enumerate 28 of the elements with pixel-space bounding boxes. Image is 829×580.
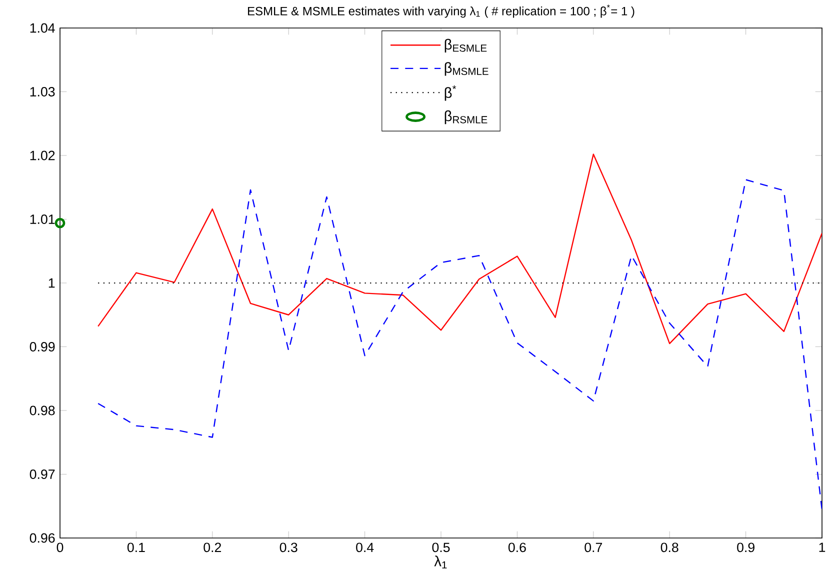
line-series (98, 179, 822, 511)
legend-label: β$_{MSMLE}$ (444, 62, 488, 76)
x-tick-label: 1 (819, 542, 826, 552)
x-tick-label: 0.1 (127, 542, 145, 552)
x-axis-title: λ$_{1}$ (434, 556, 447, 568)
y-tick-label: 1.01 (30, 214, 55, 224)
x-tick-label: 0.5 (432, 542, 450, 552)
y-tick-label: 1.02 (30, 150, 55, 160)
line-series (98, 154, 822, 344)
x-tick-label: 0.9 (737, 542, 754, 552)
x-tick-label: 0.3 (280, 542, 298, 552)
y-tick-label: 0.96 (30, 533, 55, 543)
y-tick-label: 0.97 (30, 470, 55, 479)
y-tick-label: 1.03 (30, 87, 55, 96)
legend-label: β$^{*}$ (444, 85, 456, 101)
x-tick-label: 0.8 (660, 542, 678, 552)
legend-label: β$_{RSMLE}$ (444, 110, 488, 124)
legend-label: β$_{ESMLE}$ (444, 38, 487, 52)
y-tick-label: 0.99 (30, 342, 55, 352)
x-tick-label: 0.7 (584, 542, 602, 552)
chart-title: ESMLE & MSMLE estimates with varying λ$_{1}$ ( # replication = 100 ; β$^{*}$= 1 ) (248, 4, 634, 18)
x-tick-label: 0 (56, 542, 64, 552)
y-tick-label: 1 (48, 278, 55, 288)
x-tick-label: 0.4 (356, 542, 374, 552)
y-tick-label: 1.04 (30, 23, 55, 33)
x-tick-label: 0.2 (204, 542, 222, 552)
y-tick-label: 0.98 (30, 406, 55, 416)
x-tick-label: 0.6 (508, 542, 526, 552)
